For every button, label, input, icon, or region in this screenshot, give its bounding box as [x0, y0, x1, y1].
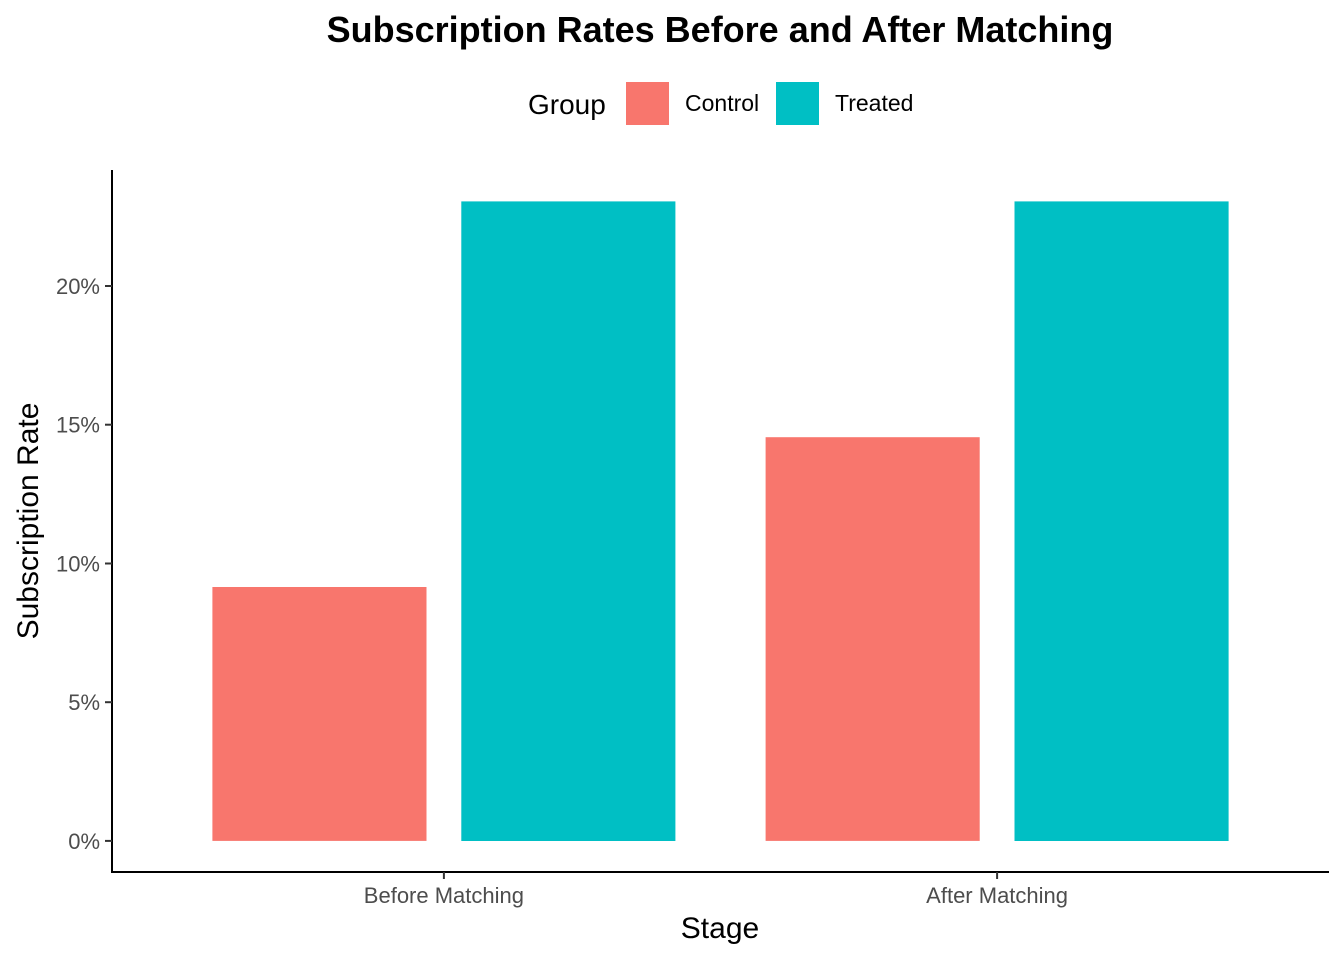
legend-title: Group [528, 89, 606, 120]
bar-control-2 [765, 437, 980, 841]
bar-treated-2 [1014, 201, 1229, 841]
legend-key-treated [776, 82, 819, 125]
bar-control-1 [212, 587, 427, 841]
y-tick-label: 10% [56, 552, 100, 577]
legend: Group Control Treated [528, 82, 913, 125]
legend-label-control: Control [685, 90, 759, 116]
y-tick-label: 15% [56, 413, 100, 438]
x-tick-label: After Matching [926, 883, 1068, 908]
legend-label-treated: Treated [835, 90, 913, 116]
bar-treated-1 [461, 201, 676, 841]
y-tick-label: 0% [68, 829, 100, 854]
y-tick-label: 5% [68, 690, 100, 715]
x-tick-label: Before Matching [364, 883, 524, 908]
legend-key-control [626, 82, 669, 125]
y-tick-label: 20% [56, 274, 100, 299]
x-axis-title: Stage [681, 912, 759, 945]
y-axis-title: Subscription Rate [12, 403, 45, 640]
chart-title: Subscription Rates Before and After Matc… [327, 9, 1114, 50]
plot-area: 0% 5% 10% 15% 20% Before Matching After Match… [56, 170, 1329, 908]
